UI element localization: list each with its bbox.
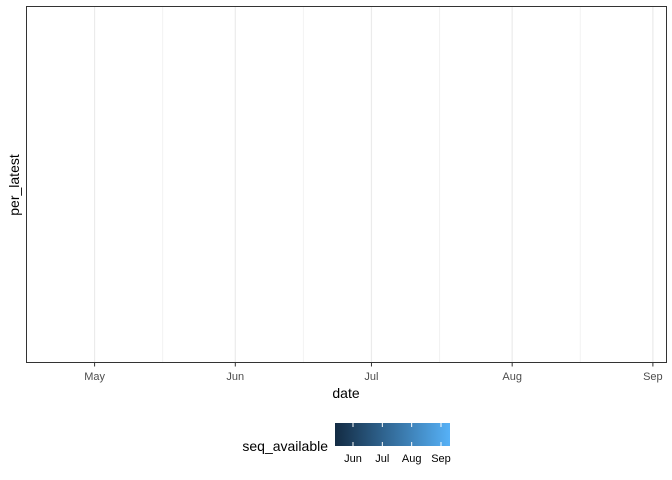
legend-colorbar-ticks: Jun Jul Aug Sep xyxy=(344,423,451,465)
y-axis-title: per_latest xyxy=(6,154,22,216)
legend-title: seq_available xyxy=(242,438,328,454)
legend: seq_available Jun Jul Aug Sep xyxy=(242,423,451,465)
x-tick-label: Jul xyxy=(364,371,378,383)
panel-border xyxy=(26,6,667,363)
legend-colorbar xyxy=(335,423,450,446)
x-axis-ticks: May Jun Jul Aug Sep xyxy=(84,362,663,383)
x-tick-label: Jun xyxy=(226,371,244,383)
colorbar-label: Jul xyxy=(375,453,389,465)
major-grid xyxy=(93,6,654,363)
colorbar-label: Sep xyxy=(431,453,451,465)
colorbar-label: Jun xyxy=(344,453,362,465)
x-axis-title: date xyxy=(332,385,359,401)
x-tick-label: May xyxy=(84,371,105,383)
minor-grid xyxy=(26,6,581,363)
colorbar-label: Aug xyxy=(402,453,422,465)
x-tick-label: Aug xyxy=(502,371,522,383)
x-tick-label: Sep xyxy=(643,371,663,383)
